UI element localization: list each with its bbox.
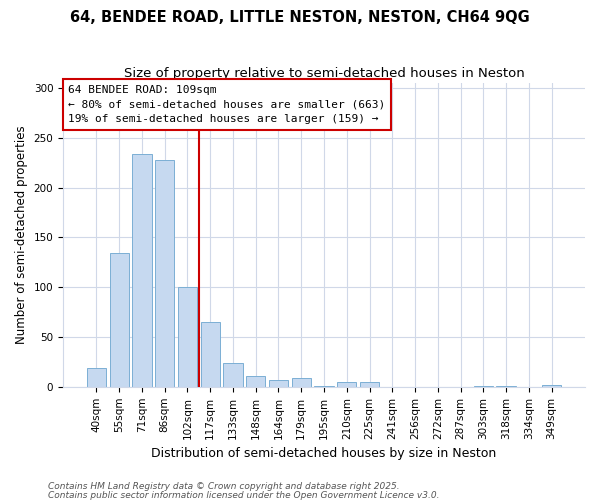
Bar: [87, 368, 106, 387]
Bar: [155, 160, 175, 387]
Text: 64 BENDEE ROAD: 109sqm
← 80% of semi-detached houses are smaller (663)
19% of se: 64 BENDEE ROAD: 109sqm ← 80% of semi-det…: [68, 84, 385, 124]
X-axis label: Distribution of semi-detached houses by size in Neston: Distribution of semi-detached houses by …: [151, 447, 497, 460]
Bar: [360, 382, 379, 387]
Bar: [200, 322, 220, 387]
Bar: [110, 254, 129, 387]
Y-axis label: Number of semi-detached properties: Number of semi-detached properties: [15, 126, 28, 344]
Text: Contains HM Land Registry data © Crown copyright and database right 2025.: Contains HM Land Registry data © Crown c…: [48, 482, 400, 491]
Bar: [542, 385, 561, 387]
Bar: [223, 363, 242, 387]
Bar: [178, 287, 197, 387]
Bar: [496, 386, 516, 387]
Bar: [473, 386, 493, 387]
Bar: [337, 382, 356, 387]
Text: 64, BENDEE ROAD, LITTLE NESTON, NESTON, CH64 9QG: 64, BENDEE ROAD, LITTLE NESTON, NESTON, …: [70, 10, 530, 25]
Bar: [292, 378, 311, 387]
Bar: [246, 376, 265, 387]
Text: Contains public sector information licensed under the Open Government Licence v3: Contains public sector information licen…: [48, 490, 439, 500]
Bar: [132, 154, 152, 387]
Title: Size of property relative to semi-detached houses in Neston: Size of property relative to semi-detach…: [124, 68, 524, 80]
Bar: [269, 380, 288, 387]
Bar: [314, 386, 334, 387]
